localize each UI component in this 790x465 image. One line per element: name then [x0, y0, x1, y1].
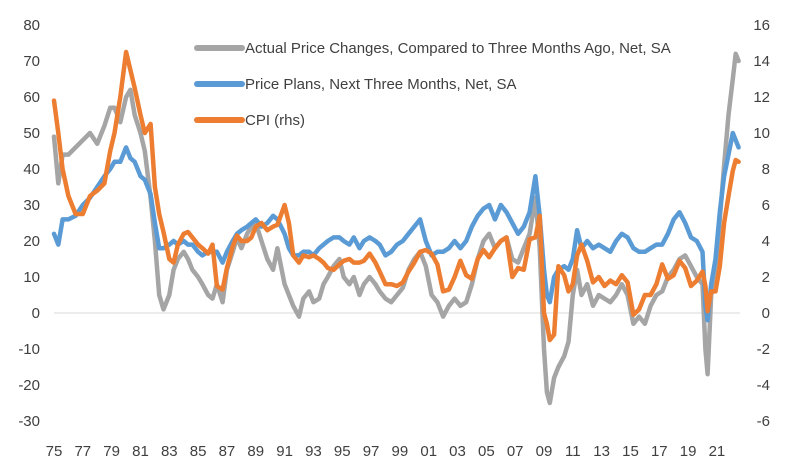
right-axis-ticks: -6 -4 -2 0 2 4 6 8 10 12 14 16 — [753, 17, 770, 430]
x-tick-label: 91 — [276, 443, 293, 460]
series-line-price-plans — [51, 130, 741, 323]
right-tick-label: 14 — [753, 53, 770, 70]
right-tick-label: 0 — [762, 305, 770, 322]
x-tick-label: 01 — [420, 443, 437, 460]
x-tick-label: 11 — [565, 443, 581, 460]
x-tick-label: 89 — [247, 443, 264, 460]
x-tick-label: 07 — [507, 443, 524, 460]
x-tick-label: 87 — [219, 443, 236, 460]
right-tick-label: 4 — [762, 233, 770, 250]
x-tick-label: 21 — [709, 443, 726, 460]
left-tick-label: 50 — [23, 125, 40, 142]
right-tick-label: 8 — [762, 161, 770, 178]
left-tick-label: 20 — [23, 233, 40, 250]
series-line-cpi — [51, 49, 741, 343]
legend-item-actual-price-changes: Actual Price Changes, Compared to Three … — [194, 40, 671, 57]
series-lines — [51, 49, 741, 406]
x-tick-label: 95 — [334, 443, 351, 460]
right-tick-label: 10 — [753, 125, 770, 142]
left-tick-label: 0 — [32, 305, 40, 322]
right-tick-label: -2 — [757, 341, 770, 358]
legend-item-price-plans: Price Plans, Next Three Months, Net, SA — [194, 76, 517, 93]
x-tick-label: 19 — [680, 443, 697, 460]
left-tick-label: -10 — [18, 341, 40, 358]
x-tick-label: 85 — [190, 443, 207, 460]
x-tick-label: 77 — [74, 443, 91, 460]
legend-label-cpi: CPI (rhs) — [245, 112, 305, 129]
left-tick-label: 40 — [23, 161, 40, 178]
left-axis-ticks: -30 -20 -10 0 10 20 30 40 50 60 70 80 — [18, 17, 40, 430]
x-tick-label: 75 — [46, 443, 63, 460]
x-axis-ticks: 75 77 79 81 83 85 87 89 91 93 95 97 99 01 03 05 07 09 11 13… — [46, 443, 726, 460]
right-tick-label: 6 — [762, 197, 770, 214]
legend-item-cpi: CPI (rhs) — [194, 112, 305, 129]
legend: Actual Price Changes, Compared to Three … — [194, 40, 671, 129]
x-tick-label: 93 — [305, 443, 322, 460]
x-tick-label: 17 — [651, 443, 668, 460]
series-line-actual-price-changes — [51, 51, 741, 406]
x-tick-label: 83 — [161, 443, 178, 460]
x-tick-label: 13 — [593, 443, 610, 460]
left-tick-label: -20 — [18, 377, 40, 394]
left-tick-label: -30 — [18, 413, 40, 430]
x-tick-label: 99 — [392, 443, 409, 460]
left-tick-label: 60 — [23, 89, 40, 106]
left-tick-label: 80 — [23, 17, 40, 34]
x-tick-label: 03 — [449, 443, 466, 460]
right-tick-label: -4 — [757, 377, 770, 394]
left-tick-label: 30 — [23, 197, 40, 214]
x-tick-label: 97 — [363, 443, 380, 460]
left-tick-label: 10 — [23, 269, 40, 286]
x-tick-label: 05 — [478, 443, 495, 460]
right-tick-label: 2 — [762, 269, 770, 286]
x-tick-label: 15 — [622, 443, 639, 460]
x-tick-label: 81 — [132, 443, 149, 460]
right-tick-label: 12 — [753, 89, 770, 106]
legend-label-actual: Actual Price Changes, Compared to Three … — [245, 40, 671, 57]
left-tick-label: 70 — [23, 53, 40, 70]
right-tick-label: -6 — [757, 413, 770, 430]
x-tick-label: 79 — [103, 443, 120, 460]
legend-label-plans: Price Plans, Next Three Months, Net, SA — [245, 76, 517, 93]
right-tick-label: 16 — [753, 17, 770, 34]
x-tick-label: 09 — [536, 443, 553, 460]
